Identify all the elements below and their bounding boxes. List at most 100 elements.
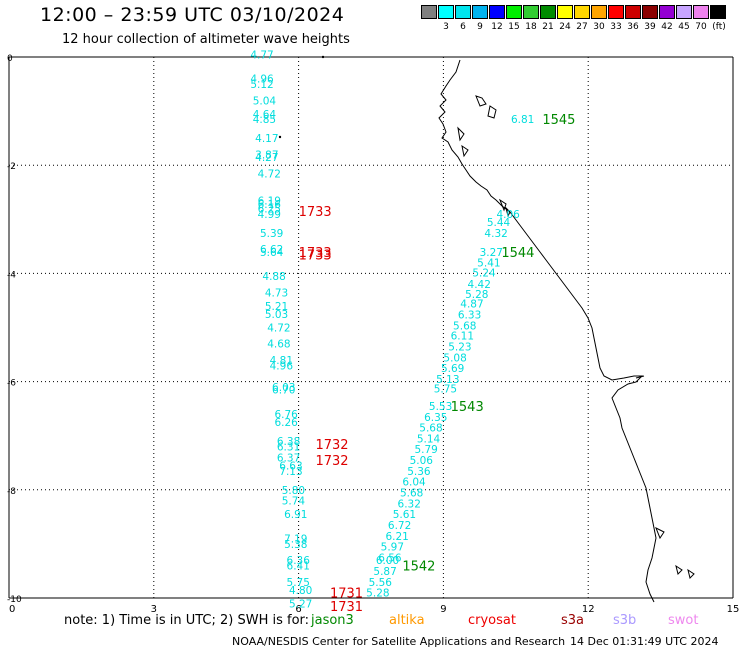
wave-height-point: 6.56 [378, 552, 402, 564]
wave-height-point: 5.87 [373, 566, 396, 578]
wave-height-point: 6.31 [277, 442, 300, 454]
pass-time-label: 1733 [299, 205, 332, 220]
grid-lines [8, 56, 734, 599]
y-tick-label: -10 [7, 595, 22, 605]
wave-height-point: 5.12 [250, 79, 273, 91]
wave-height-point: 6.11 [451, 331, 474, 343]
wave-height-point: 5.64 [260, 247, 284, 259]
wave-height-point: 6.00 [376, 555, 399, 567]
wave-height-point: 5.39 [260, 228, 283, 240]
x-tick-label: 9 [440, 604, 446, 615]
legend-swatch [438, 5, 454, 19]
legend-swatch [472, 5, 488, 19]
legend-label: 39 [644, 22, 656, 32]
legend-label: 3 [443, 22, 449, 32]
legend-label: 9 [477, 22, 483, 32]
satellite-label-swot: swot [668, 613, 699, 628]
satellite-label-s3a: s3a [561, 613, 585, 628]
coastline-path [438, 59, 657, 603]
wave-height-point: 5.68 [419, 423, 442, 435]
legend-swatch [489, 5, 505, 19]
wave-height-point: 5.28 [465, 289, 488, 301]
note-text: note: 1) Time is in UTC; 2) SWH is for: [64, 613, 310, 628]
y-tick-label: -6 [7, 379, 16, 389]
wave-height-point: 4.06 [496, 209, 520, 221]
wave-height-point: 5.74 [282, 496, 306, 508]
wave-height-point: 6.72 [388, 520, 411, 532]
x-tick-label: 6 [295, 604, 301, 615]
wave-height-point: 6.36 [287, 555, 311, 567]
wave-height-point: 5.14 [417, 433, 441, 445]
y-tick-label: 0 [7, 54, 13, 64]
wave-height-point: 5.79 [414, 444, 437, 456]
wave-height-point: 5.41 [477, 258, 500, 270]
wave-height-point: 5.44 [487, 217, 511, 229]
pass-time-label: 1733 [299, 246, 332, 261]
wave-height-point: 5.69 [441, 363, 464, 375]
wave-height-point: 6.76 [274, 409, 298, 421]
wave-height-point: 5.03 [265, 309, 288, 321]
island-dot [278, 135, 282, 139]
wave-height-point: 4.99 [258, 209, 281, 221]
pass-time-label: 1733 [299, 248, 332, 263]
legend-label: 12 [491, 22, 503, 32]
wave-height-point: 5.75 [287, 577, 310, 589]
wave-height-point: 4.87 [460, 299, 483, 311]
wave-height-point: 4.88 [262, 271, 285, 283]
legend-label: 42 [661, 22, 673, 32]
wave-height-point: 5.28 [366, 588, 389, 600]
wave-height-point: 4.81 [270, 355, 293, 367]
wave-height-point: 6.26 [274, 417, 298, 429]
wave-height-point: 4.72 [267, 323, 290, 335]
wave-height-point: 5.04 [253, 95, 277, 107]
wave-height-point: 5.24 [472, 267, 496, 279]
wave-height-point: 4.96 [270, 360, 294, 372]
wave-height-point: 4.68 [267, 339, 290, 351]
wave-height-point: 6.70 [272, 385, 295, 397]
wave-height-point: 5.80 [282, 485, 305, 497]
page-title: 12:00 – 23:59 UTC 03/10/2024 [40, 4, 345, 26]
pass-time-label: 1732 [315, 438, 348, 453]
wave-height-point: 3.87 [255, 149, 278, 161]
legend-swatch [591, 5, 607, 19]
wave-height-point: 6.19 [258, 195, 281, 207]
pass-time-label: 1731 [330, 600, 363, 615]
x-tick-label: 12 [582, 604, 595, 615]
legend-swatch [625, 5, 641, 19]
y-tick-label: -8 [7, 487, 16, 497]
wave-height-point: 6.03 [272, 382, 295, 394]
wave-height-point: 4.17 [255, 133, 278, 145]
wave-height-point: 5.06 [410, 455, 434, 467]
wave-height-point: 6.21 [385, 531, 408, 543]
wave-height-point: 5.27 [289, 598, 312, 610]
wave-height-labels: 4.774.965.125.044.644.854.173.874.274.72… [250, 49, 534, 610]
legend-label: 24 [559, 22, 571, 32]
bay-islands [457, 95, 695, 579]
wave-height-point: 6.91 [284, 509, 307, 521]
wave-height-point: 5.13 [436, 374, 459, 386]
wave-height-point: 4.27 [255, 152, 278, 164]
legend-label: 45 [678, 22, 690, 32]
legend-swatch [659, 5, 675, 19]
wave-height-point: 6.33 [458, 310, 481, 322]
wave-height-point: 6.38 [277, 436, 300, 448]
y-tick-label: -4 [7, 270, 16, 280]
wave-height-point: 4.85 [253, 114, 276, 126]
wave-height-point: 5.97 [381, 542, 404, 554]
island-dot [321, 55, 325, 59]
wave-height-point: 4.42 [468, 279, 491, 291]
legend-label: 6 [460, 22, 466, 32]
legend-swatch [523, 5, 539, 19]
legend-unit: (ft) [712, 22, 726, 32]
wave-height-point: 5.36 [407, 466, 431, 478]
wave-height-point: 5.61 [393, 509, 416, 521]
wave-height-point: 6.81 [511, 114, 534, 126]
legend-label: 18 [525, 22, 537, 32]
wave-height-point: 3.27 [480, 247, 503, 259]
pass-time-labels: 1733173317331732173217311731154515441543… [299, 113, 576, 615]
satellite-label-jason3: jason3 [311, 613, 354, 628]
footer-timestamp: 14 Dec 01:31:49 UTC 2024 [570, 635, 719, 648]
legend-swatch [506, 5, 522, 19]
wave-height-point: 4.64 [253, 109, 277, 121]
legend-swatch [710, 5, 726, 19]
